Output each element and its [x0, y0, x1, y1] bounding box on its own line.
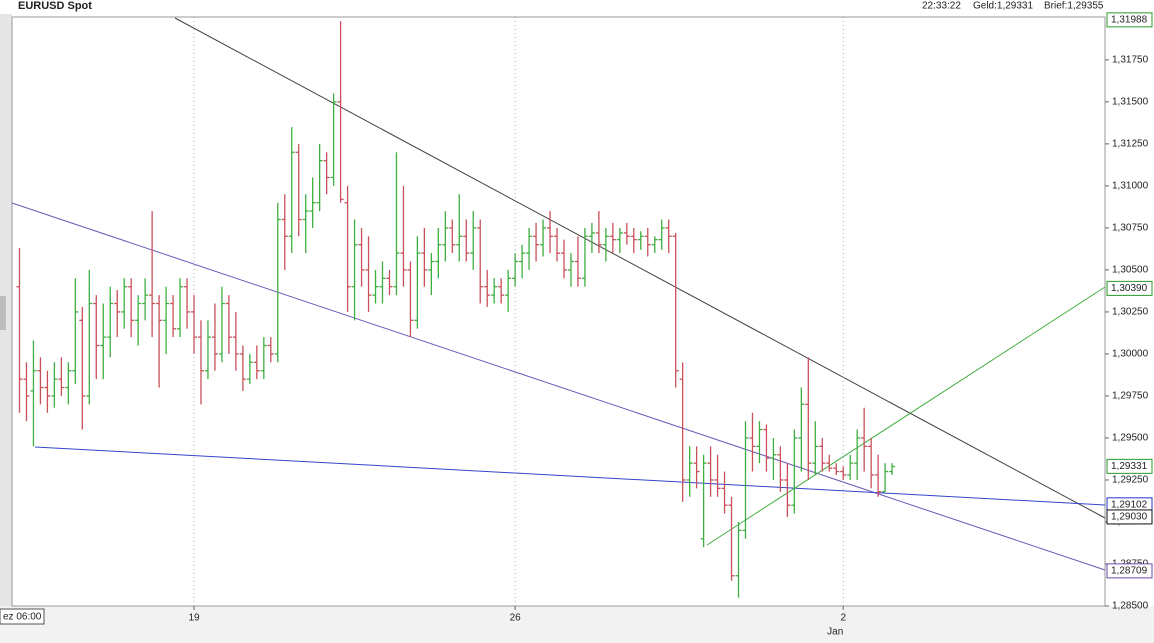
price-marker-label: 1,29102	[1111, 499, 1148, 510]
left-tab[interactable]	[0, 296, 6, 330]
trend-line	[34, 446, 1106, 506]
header-ask: Brief:1,29355	[1044, 1, 1104, 12]
price-marker-label: 1,30390	[1111, 283, 1148, 294]
plot-area	[11, 16, 1106, 607]
price-marker-label: 1,28709	[1111, 566, 1148, 577]
trend-line	[706, 286, 1106, 546]
y-tick-label: 1,30500	[1112, 265, 1149, 276]
chart-title: EURUSD Spot	[18, 0, 92, 12]
price-marker-box	[1106, 458, 1153, 474]
price-marker-label: 1,29331	[1111, 461, 1148, 472]
trend-line	[11, 202, 1106, 571]
price-marker-label: 1,31988	[1111, 14, 1148, 25]
x-period-label: Jan	[827, 627, 843, 638]
bars	[16, 21, 896, 598]
x-tick-label: 2	[840, 613, 846, 624]
corner-label: ez 06:00	[3, 612, 42, 623]
y-tick-label: 1,31000	[1112, 181, 1149, 192]
x-tick-label: 26	[510, 613, 522, 624]
x-axis-area	[0, 606, 1154, 643]
trend-line	[174, 17, 1106, 519]
header-bid: Geld:1,29331	[973, 1, 1033, 12]
y-tick-label: 1,31250	[1112, 139, 1149, 150]
price-marker-box	[1106, 12, 1153, 28]
price-marker-box	[1106, 509, 1153, 525]
y-tick-label: 1,29500	[1112, 433, 1149, 444]
y-tick-label: 1,29750	[1112, 391, 1149, 402]
x-tick-label: 19	[188, 613, 200, 624]
price-marker-box	[1106, 563, 1153, 579]
y-tick-label: 1,29250	[1112, 475, 1149, 486]
header-time: 22:33:22	[922, 1, 961, 12]
y-tick-label: 1,31500	[1112, 97, 1149, 108]
y-tick-label: 1,31750	[1112, 54, 1149, 65]
y-tick-label: 1,30750	[1112, 223, 1149, 234]
corner-box	[0, 608, 45, 625]
y-tick-label: 1,30000	[1112, 349, 1149, 360]
y-tick-label: 1,30250	[1112, 307, 1149, 318]
trend-lines	[11, 17, 1106, 571]
price-marker-box	[1106, 280, 1153, 296]
y-tick-label: 1,28500	[1112, 601, 1149, 612]
price-marker-label: 1,29030	[1111, 512, 1148, 523]
